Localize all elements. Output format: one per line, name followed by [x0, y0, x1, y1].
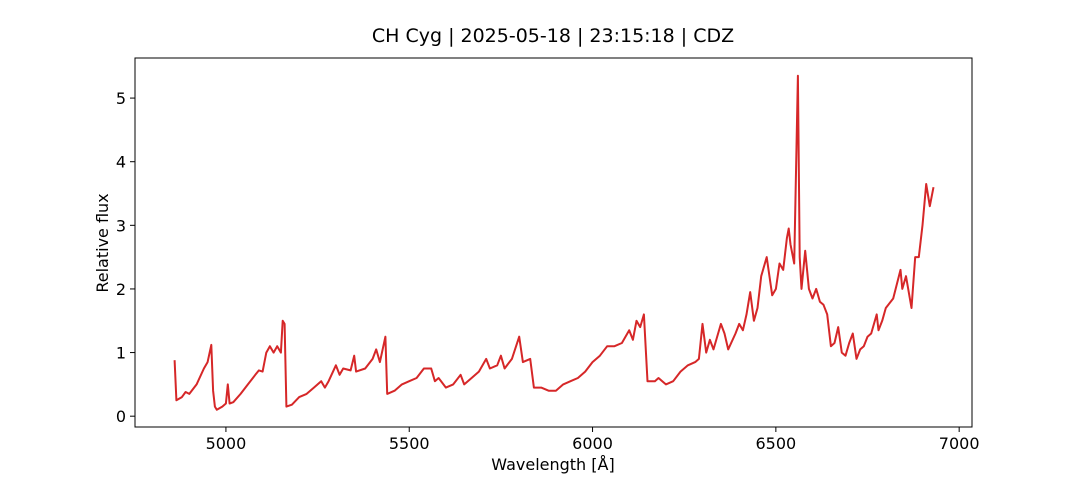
y-tick-label: 4 [116, 153, 126, 172]
x-tick-label: 6000 [572, 434, 613, 453]
chart-title: CH Cyg | 2025-05-18 | 23:15:18 | CDZ [372, 25, 734, 47]
y-tick-label: 2 [116, 280, 126, 299]
x-tick-label: 7000 [939, 434, 980, 453]
y-axis-label: Relative flux [93, 193, 112, 292]
y-tick-label: 3 [116, 216, 126, 235]
x-tick-label: 5500 [389, 434, 430, 453]
x-tick-label: 6500 [755, 434, 796, 453]
plot-frame [134, 57, 973, 428]
y-tick-label: 1 [116, 344, 126, 363]
spectrum-line [173, 74, 935, 411]
x-tick-label: 5000 [206, 434, 247, 453]
y-tick-label: 5 [116, 89, 126, 108]
x-axis-label: Wavelength [Å] [491, 455, 614, 474]
y-tick-label: 0 [116, 407, 126, 426]
